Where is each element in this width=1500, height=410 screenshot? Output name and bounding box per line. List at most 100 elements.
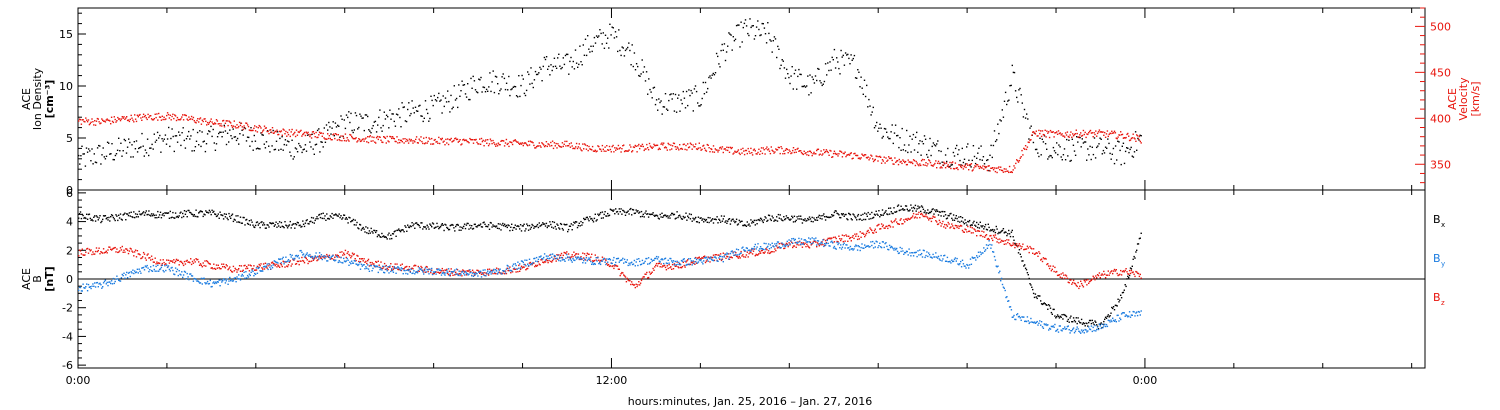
density-series-point: [165, 143, 168, 145]
bx-series-point: [891, 212, 893, 215]
bx-series-point: [863, 218, 865, 221]
velocity-series-point: [82, 119, 84, 121]
bx-series-point: [170, 217, 172, 219]
bz-series-point: [140, 257, 142, 260]
velocity-series-point: [253, 127, 255, 129]
velocity-series-point: [311, 131, 314, 133]
density-series-point: [704, 81, 707, 84]
density-series-point: [388, 127, 390, 129]
velocity-series-point: [146, 118, 148, 121]
velocity-series-point: [637, 145, 639, 147]
density-series-point: [255, 148, 258, 150]
bz-series-point: [542, 261, 544, 263]
bx-series-point: [923, 211, 925, 214]
velocity-series-point: [836, 153, 838, 155]
by-series-point: [292, 257, 294, 260]
by-series-point: [246, 274, 249, 277]
bz-series-point: [691, 261, 693, 263]
density-series-point: [489, 72, 491, 74]
bz-series-point: [803, 243, 805, 246]
velocity-series-point: [312, 131, 315, 133]
bz-series-point: [156, 261, 158, 263]
bz-series-point: [881, 225, 884, 228]
velocity-series-point: [880, 156, 882, 158]
velocity-series-point: [763, 149, 765, 151]
bx-series-point: [564, 224, 566, 226]
velocity-series-point: [1058, 132, 1061, 135]
velocity-series-point: [1097, 131, 1100, 133]
bz-series-point: [767, 252, 769, 254]
bz-series-point: [309, 260, 311, 263]
bx-series-point: [800, 215, 802, 217]
velocity-series-point: [334, 137, 336, 140]
bz-series-point: [723, 255, 725, 257]
bx-series-point: [927, 209, 929, 211]
bx-series-point: [1021, 260, 1023, 262]
bz-series-point: [386, 267, 388, 270]
velocity-series-point: [718, 149, 720, 151]
velocity-series-point: [578, 143, 580, 145]
density-series-point: [622, 47, 624, 49]
velocity-series-point: [855, 154, 857, 157]
bx-series-point: [551, 221, 554, 223]
bz-series-point: [1122, 270, 1125, 272]
velocity-series-point: [222, 119, 225, 122]
velocity-series-point: [589, 148, 591, 150]
bx-series-point: [824, 219, 827, 221]
bx-series-point: [410, 225, 412, 228]
bz-series-point: [193, 259, 195, 261]
density-series-point: [1088, 154, 1090, 156]
bx-series-point: [703, 221, 705, 223]
by-series: [78, 237, 1142, 334]
bx-series-point: [152, 213, 155, 215]
bx-series-point: [151, 215, 154, 217]
velocity-series-point: [647, 147, 649, 149]
bx-series-point: [223, 213, 226, 215]
velocity-series-point: [186, 118, 188, 120]
velocity-series-point: [961, 164, 964, 167]
bz-series-point: [504, 270, 507, 272]
bz-series-point: [991, 237, 993, 240]
velocity-series-point: [422, 142, 424, 145]
bx-series-point: [864, 212, 866, 214]
density-series-point: [1021, 102, 1023, 104]
density-series-point: [1120, 163, 1122, 166]
velocity-series-point: [494, 143, 496, 146]
bz-series-point: [176, 259, 179, 262]
velocity-series-point: [1017, 161, 1020, 163]
density-series-point: [463, 84, 466, 86]
bz-series-point: [792, 245, 795, 247]
velocity-series-point: [142, 113, 145, 115]
density-series-point: [410, 112, 412, 115]
velocity-series-point: [455, 138, 458, 141]
velocity-series-point: [179, 119, 181, 121]
density-series-point: [697, 102, 699, 104]
velocity-series-point: [773, 152, 775, 154]
velocity-series-point: [928, 160, 931, 162]
velocity-series-point: [103, 120, 106, 122]
density-series-point: [139, 147, 141, 149]
velocity-series-point: [493, 142, 495, 144]
bz-series-point: [362, 260, 364, 262]
bz-series-point: [1020, 247, 1022, 250]
velocity-series-point: [444, 144, 446, 146]
velocity-series-point: [161, 115, 163, 117]
bx-series-point: [1027, 274, 1029, 276]
bx-series-point: [423, 226, 426, 228]
velocity-series-point: [579, 147, 581, 149]
bx-series-point: [479, 224, 481, 227]
density-series-point: [904, 150, 907, 152]
by-series-point: [302, 253, 305, 255]
velocity-series-point: [381, 141, 383, 143]
bz-series-point: [326, 253, 328, 256]
bz-series-point: [984, 236, 986, 238]
density-series-point: [1087, 148, 1089, 150]
bx-series-point: [441, 223, 443, 225]
velocity-series-point: [502, 140, 504, 142]
bx-series-point: [279, 226, 282, 228]
density-series-point: [861, 87, 863, 89]
bx-series-point: [291, 224, 293, 226]
bx-series-point: [686, 219, 688, 221]
velocity-series-point: [767, 149, 769, 151]
bx-series-point: [1115, 304, 1117, 307]
